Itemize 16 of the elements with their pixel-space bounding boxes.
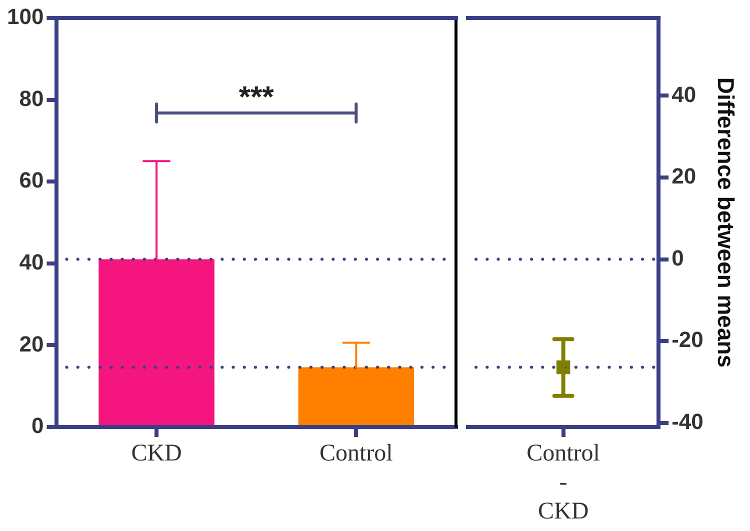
y-tick-label: 0 [31, 413, 44, 438]
y-tick-label: 60 [19, 168, 44, 193]
y2-tick-label: -20 [672, 327, 704, 352]
y2-tick-label: 20 [672, 164, 696, 189]
annotation: *** [238, 81, 274, 114]
y-tick-label: 100 [6, 4, 44, 30]
x-tick-label: Control - CKD [526, 440, 600, 524]
y-tick-label: 40 [19, 249, 44, 274]
y-tick-label: 20 [19, 331, 44, 356]
y2-axis-title: Difference between means [712, 77, 739, 368]
x-tick-label: Control [320, 440, 394, 467]
y2-tick-label: 40 [672, 82, 696, 107]
x-tick-label: CKD [131, 440, 182, 467]
y2-tick-label: -40 [672, 408, 704, 434]
y-tick-label: 80 [19, 86, 44, 111]
y2-tick-label: 0 [672, 245, 684, 270]
